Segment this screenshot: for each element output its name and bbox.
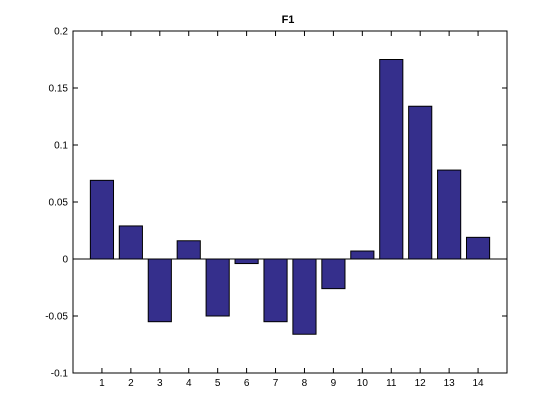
bar-12: [408, 105, 433, 260]
bar-8: [292, 258, 317, 335]
bar-9: [321, 258, 346, 290]
bar-1: [89, 179, 115, 260]
bar-10: [350, 250, 375, 260]
x-tick-label: 14: [473, 378, 485, 389]
y-tick-label: -0.05: [45, 312, 68, 323]
bar-14: [465, 236, 491, 260]
bar-11: [379, 59, 404, 260]
bar-3: [147, 258, 172, 323]
bar-4: [176, 240, 201, 260]
x-tick-label: 13: [444, 378, 456, 389]
y-tick-label: -0.1: [51, 369, 69, 380]
x-axis: 1 2 3 4 5 6 7 8 9 10 11 12 13 14: [99, 31, 484, 389]
y-tick-label: 0.2: [54, 27, 68, 38]
x-tick-label: 6: [244, 378, 250, 389]
y-tick-label: 0.15: [49, 84, 69, 95]
y-tick-label: 0.1: [54, 141, 68, 152]
x-tick-label: 10: [357, 378, 369, 389]
x-tick-label: 12: [415, 378, 427, 389]
bar-7: [263, 258, 288, 323]
x-tick-label: 11: [386, 378, 397, 389]
y-tick-label: 0.05: [49, 198, 69, 209]
y-tick-label: 0: [62, 255, 68, 266]
plot-area: [72, 30, 508, 374]
bar-6: [234, 258, 259, 265]
x-tick-label: 8: [302, 378, 308, 389]
bar-5: [205, 258, 230, 317]
x-tick-label: 2: [128, 378, 134, 389]
y-axis: -0.1 -0.05 0 0.05 0.1 0.15 0.2: [45, 27, 507, 380]
x-tick-label: 9: [331, 378, 337, 389]
chart-title: F1: [282, 14, 295, 26]
x-tick-label: 3: [157, 378, 163, 389]
x-tick-label: 5: [215, 378, 221, 389]
bar-2: [118, 225, 143, 260]
bar-13: [437, 169, 462, 260]
x-tick-label: 1: [99, 378, 105, 389]
x-tick-label: 7: [273, 378, 279, 389]
bars-group: [89, 59, 491, 335]
x-tick-label: 4: [186, 378, 192, 389]
